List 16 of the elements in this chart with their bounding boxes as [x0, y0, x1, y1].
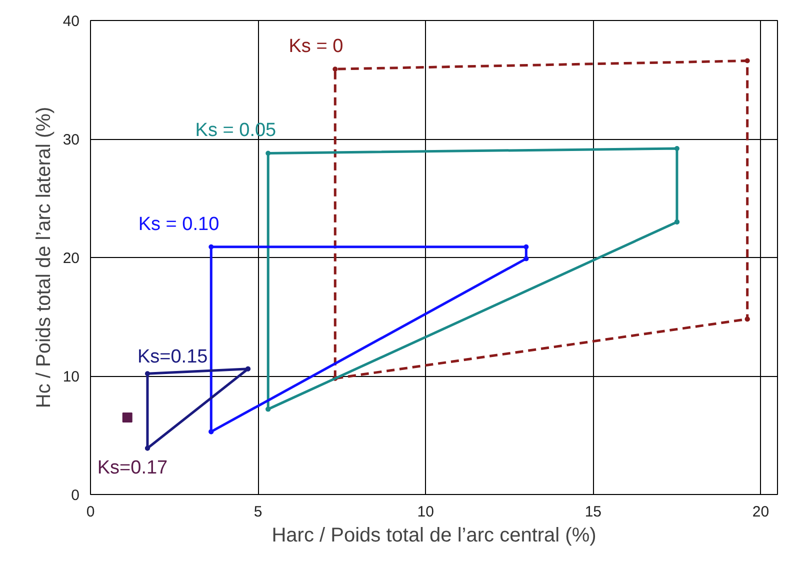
series-label: Ks = 0.10	[138, 214, 220, 235]
y-tick-label: 10	[62, 368, 80, 386]
x-tick-label: 5	[254, 504, 262, 520]
y-axis-title: Hc / Poids total de l’arc lateral (%)	[32, 106, 55, 408]
x-tick-label: 0	[86, 504, 95, 520]
y-tick-label: 40	[62, 13, 80, 30]
y-tick-label: 20	[62, 250, 80, 267]
y-tick-label: 30	[62, 132, 80, 148]
x-tick-label: 20	[752, 504, 770, 520]
text: Ks=0.17	[97, 457, 168, 478]
series-label: Ks = 0	[288, 36, 344, 58]
x-tick-label: 15	[584, 504, 602, 520]
series-label: Ks=0.15	[137, 346, 208, 368]
x-axis-title: Harc / Poids total de l’arc central (%)	[272, 524, 596, 546]
y-tick-label: 0	[71, 487, 80, 504]
x-tick-label: 10	[417, 504, 434, 520]
